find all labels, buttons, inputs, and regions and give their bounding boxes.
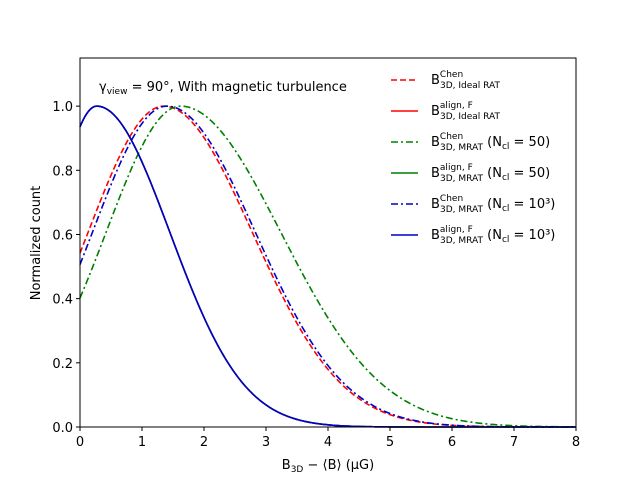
x-tick-label: 4	[324, 435, 332, 450]
y-tick-label: 0.0	[52, 421, 73, 436]
y-tick-label: 0.2	[52, 357, 73, 372]
x-axis-label: B3D − ⟨B⟩ (μG)	[282, 458, 374, 475]
x-tick-label: 3	[262, 435, 270, 450]
legend-label-3: Balign, F 3D, MRAT (Ncl = 50)	[431, 163, 550, 184]
legend-label-4: BChen 3D, MRAT (Ncl = 10³)	[431, 194, 555, 215]
x-tick-label: 2	[200, 435, 208, 450]
x-tick-label: 6	[448, 435, 456, 450]
x-tick-label: 8	[572, 435, 580, 450]
y-tick-label: 1.0	[52, 100, 73, 115]
legend-label-0: BChen 3D, Ideal RAT	[431, 70, 501, 91]
y-tick-label: 0.4	[52, 293, 73, 308]
x-tick-label: 5	[386, 435, 394, 450]
y-tick-label: 0.6	[52, 228, 73, 243]
annotation: γview = 90°, With magnetic turbulence	[99, 80, 347, 97]
series-line-2	[79, 105, 576, 428]
legend: BChen 3D, Ideal RAT Balign, F 3D, Ideal RAT…	[391, 70, 555, 246]
legend-label-5: Balign, F 3D, MRAT (Ncl = 10³)	[431, 225, 555, 246]
y-axis-label: Normalized count	[29, 186, 44, 301]
x-tick-label: 0	[76, 435, 84, 450]
legend-label-2: BChen 3D, MRAT (Ncl = 50)	[431, 132, 550, 153]
x-tick-label: 1	[138, 435, 146, 450]
y-tick-label: 0.8	[52, 164, 73, 179]
x-tick-label: 7	[510, 435, 518, 450]
legend-label-1: Balign, F 3D, Ideal RAT	[431, 101, 501, 122]
ticks-group: 0 1 2 3 4 5 6 7 8 0.0 0.2 0.4 0.6 0.8 1.0	[52, 100, 580, 450]
